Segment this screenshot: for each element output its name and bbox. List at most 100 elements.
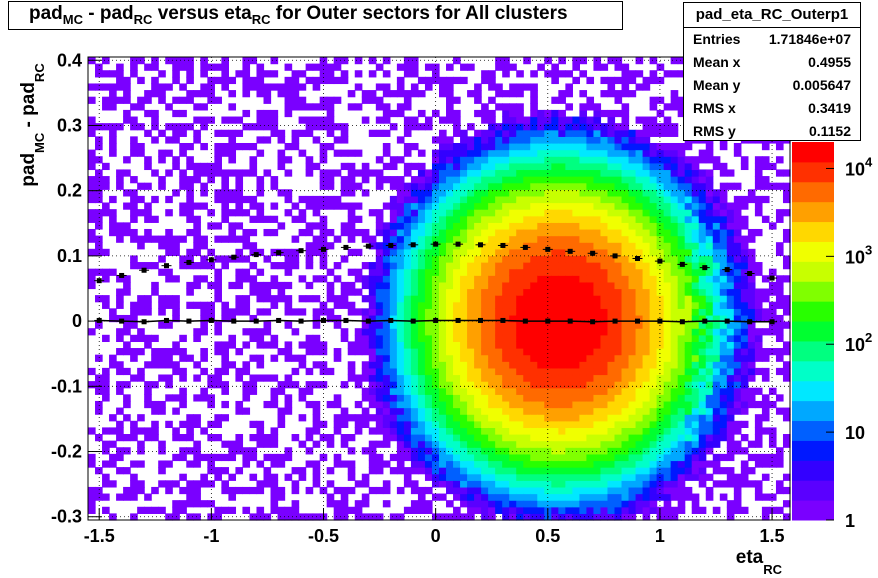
heatmap-cell: [460, 348, 468, 356]
heatmap-cell: [439, 328, 447, 336]
heatmap-cell: [488, 453, 496, 462]
heatmap-cell: [186, 480, 194, 488]
heatmap-cell: [572, 321, 580, 329]
heatmap-cell: [642, 76, 651, 85]
heatmap-cell: [446, 255, 454, 263]
heatmap-cell: [277, 281, 286, 290]
heatmap-cell: [284, 374, 293, 382]
heatmap-cell: [691, 394, 700, 402]
heatmap-cell: [263, 295, 272, 303]
heatmap-cell: [537, 367, 545, 376]
heatmap-cell: [165, 195, 173, 204]
heatmap-cell: [417, 248, 426, 257]
heatmap-cell: [431, 162, 440, 171]
heatmap-cell: [768, 268, 777, 276]
heatmap-cell: [298, 414, 307, 422]
heatmap-cell: [558, 407, 566, 415]
heatmap-cell: [607, 367, 616, 376]
heatmap-cell: [214, 96, 222, 104]
heatmap-cell: [410, 334, 419, 343]
heatmap-cell: [102, 374, 110, 382]
heatmap-cell: [712, 156, 721, 164]
heatmap-cell: [109, 268, 117, 276]
heatmap-cell: [417, 400, 426, 409]
heatmap-cell: [607, 480, 616, 488]
heatmap-cell: [537, 169, 545, 177]
heatmap-cell: [312, 248, 321, 257]
heatmap-cell: [186, 202, 194, 210]
heatmap-cell: [607, 486, 616, 495]
heatmap-cell: [151, 334, 159, 343]
heatmap-cell: [221, 440, 229, 448]
heatmap-cell: [305, 262, 314, 270]
heatmap-cell: [214, 374, 222, 382]
heatmap-cell: [467, 467, 475, 475]
heatmap-cell: [488, 308, 496, 316]
heatmap-cell: [481, 394, 489, 402]
heatmap-cell: [537, 202, 545, 210]
heatmap-cell: [670, 334, 679, 343]
heatmap-cell: [551, 123, 559, 131]
heatmap-cell: [305, 129, 314, 137]
heatmap-cell: [516, 195, 524, 204]
heatmap-cell: [221, 57, 229, 65]
heatmap-cell: [410, 328, 419, 336]
heatmap-cell: [537, 493, 545, 501]
heatmap-cell: [663, 420, 672, 428]
heatmap-cell: [705, 407, 714, 415]
colorbar-segment: [792, 161, 834, 183]
heatmap-cell: [502, 109, 510, 118]
heatmap-cell: [424, 440, 433, 448]
heatmap-cell: [130, 427, 138, 435]
heatmap-cell: [488, 202, 496, 210]
heatmap-cell: [172, 109, 180, 118]
heatmap-cell: [144, 361, 152, 369]
heatmap-cell: [593, 103, 602, 111]
heatmap-cell: [565, 354, 573, 362]
heatmap-cell: [186, 76, 194, 85]
heatmap-cell: [586, 215, 595, 223]
heatmap-cell: [396, 103, 405, 111]
heatmap-cell: [382, 176, 391, 184]
heatmap-cell: [242, 453, 251, 462]
heatmap-cell: [530, 407, 538, 415]
heatmap-cell: [403, 209, 412, 217]
heatmap-cell: [410, 202, 419, 210]
heatmap-cell: [424, 63, 433, 71]
heatmap-cell: [516, 248, 524, 257]
heatmap-cell: [186, 209, 194, 217]
heatmap-cell: [200, 103, 208, 111]
heatmap-cell: [249, 228, 258, 237]
heatmap-cell: [410, 116, 419, 124]
heatmap-cell: [530, 314, 538, 323]
heatmap-cell: [663, 387, 672, 395]
heatmap-cell: [270, 281, 279, 290]
heatmap-cell: [649, 169, 658, 177]
heatmap-cell: [565, 215, 573, 223]
heatmap-cell: [403, 63, 412, 71]
heatmap-cell: [502, 248, 510, 257]
heatmap-cell: [733, 334, 742, 343]
heatmap-cell: [179, 367, 187, 376]
heatmap-cell: [375, 427, 384, 435]
heatmap-cell: [453, 387, 461, 395]
heatmap-cell: [558, 248, 566, 257]
heatmap-cell: [186, 414, 194, 422]
heatmap-cell: [516, 281, 524, 290]
heatmap-cell: [754, 176, 763, 184]
heatmap-cell: [635, 176, 644, 184]
heatmap-cell: [439, 255, 447, 263]
heatmap-cell: [200, 255, 208, 263]
heatmap-cell: [228, 314, 237, 323]
heatmap-cell: [593, 381, 602, 389]
heatmap-cell: [656, 195, 665, 204]
heatmap-cell: [481, 334, 489, 343]
heatmap-cell: [403, 189, 412, 197]
heatmap-cell: [333, 123, 342, 131]
heatmap-cell: [389, 182, 398, 190]
heatmap-cell: [172, 156, 180, 164]
heatmap-cell: [460, 149, 468, 157]
heatmap-cell: [754, 493, 763, 501]
heatmap-cell: [537, 63, 545, 71]
heatmap-cell: [523, 407, 531, 415]
